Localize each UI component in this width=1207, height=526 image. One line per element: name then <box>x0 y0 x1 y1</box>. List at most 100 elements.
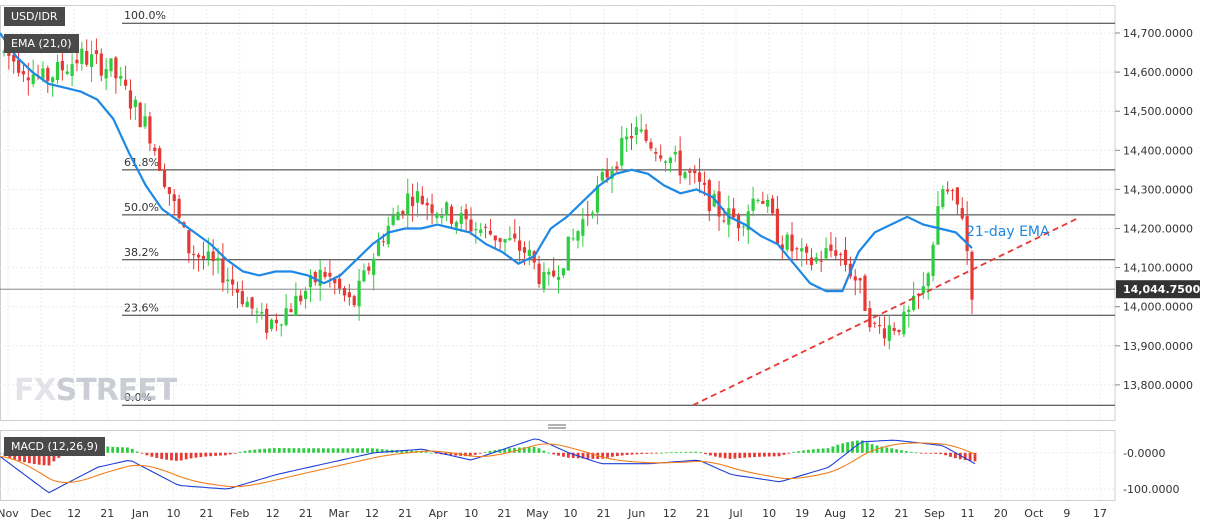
candle-body <box>868 308 872 328</box>
candle-body <box>654 151 658 154</box>
candle-body <box>663 161 668 163</box>
macd-bar <box>856 440 859 453</box>
macd-bar <box>331 448 335 453</box>
candle-body <box>912 295 916 310</box>
candle-body <box>342 288 347 296</box>
macd-bar <box>802 450 805 453</box>
candle-body <box>527 249 531 256</box>
candle-body <box>600 172 604 181</box>
candle-body <box>94 50 99 55</box>
y-tick-label: 14,600.0000 <box>1123 66 1193 79</box>
candle-body <box>60 60 64 71</box>
macd-bar <box>601 452 605 459</box>
macd-bar <box>660 452 663 454</box>
macd-bar <box>184 452 188 460</box>
symbol-label: USD/IDR <box>4 7 65 26</box>
candle-body <box>55 61 60 80</box>
macd-bar <box>591 452 595 459</box>
macd-bar <box>170 452 173 461</box>
macd-bar <box>135 451 139 453</box>
candle-body <box>265 308 269 333</box>
macd-bar <box>777 452 781 457</box>
y-tick-label: 14,100.0000 <box>1123 262 1193 275</box>
candle-body <box>839 253 843 255</box>
macd-bar <box>816 448 820 453</box>
macd-bar <box>272 448 276 453</box>
macd-bar <box>846 442 850 453</box>
macd-bar <box>209 452 213 457</box>
candle-body <box>80 48 84 64</box>
x-tick-label: 21 <box>100 507 114 520</box>
candle-body <box>138 102 142 128</box>
candle-body <box>119 76 123 79</box>
macd-bar <box>302 448 306 453</box>
macd-bar <box>375 448 379 453</box>
candle-body <box>892 327 896 332</box>
candle-body <box>201 255 206 260</box>
candle-body <box>299 295 303 302</box>
macd-bar <box>860 440 864 453</box>
candle-body <box>435 213 439 219</box>
macd-bar <box>223 452 227 456</box>
candle-body <box>12 54 16 62</box>
candle-body <box>226 279 230 282</box>
candle-body <box>352 296 356 306</box>
macd-bar <box>361 448 364 453</box>
macd-bar <box>640 452 644 455</box>
macd-bar <box>513 447 516 453</box>
candle-body <box>104 68 108 79</box>
fibonacci-label: 38.2% <box>124 246 159 259</box>
y-tick-label: 14,000.0000 <box>1123 301 1193 314</box>
macd-bar <box>13 452 17 460</box>
macd-bar <box>488 450 492 453</box>
candle-body <box>770 198 775 214</box>
candle-body <box>46 67 50 81</box>
candle-body <box>897 329 901 333</box>
candle-body <box>425 202 429 206</box>
candle-body <box>586 214 590 216</box>
macd-bar <box>321 448 325 453</box>
macd-bar <box>243 450 247 453</box>
candle-body <box>644 129 648 141</box>
candle-body <box>688 170 692 173</box>
macd-bar <box>189 452 193 459</box>
macd-bar <box>753 452 756 458</box>
candle-body <box>440 215 444 218</box>
x-tick-label: Sep <box>924 507 945 520</box>
macd-bar <box>429 452 433 454</box>
macd-bar <box>312 448 315 453</box>
candle-body <box>678 150 682 176</box>
candle-body <box>153 147 157 152</box>
candle-body <box>26 77 30 81</box>
ema-21-line <box>0 32 973 293</box>
macd-bar <box>219 452 222 456</box>
candle-body <box>493 235 497 241</box>
candle-body <box>595 185 600 213</box>
macd-bar <box>356 448 360 453</box>
macd-bar <box>625 452 629 455</box>
candle-body <box>693 170 697 174</box>
macd-bar <box>145 452 149 456</box>
macd-bar <box>23 452 26 463</box>
ema-indicator-label: EMA (21,0) <box>4 34 79 53</box>
macd-bar <box>870 444 874 453</box>
candle-body <box>172 194 176 202</box>
candle-body <box>323 271 327 277</box>
candle-body <box>143 116 147 127</box>
macd-bar <box>140 452 144 454</box>
macd-bar <box>723 452 727 459</box>
candle-body <box>873 322 877 324</box>
macd-bar <box>713 452 717 457</box>
macd-bar <box>743 452 747 458</box>
candle-body <box>887 325 891 341</box>
x-tick-label: 17 <box>1093 507 1107 520</box>
candle-body <box>809 257 814 266</box>
y-tick-label: 14,700.0000 <box>1123 27 1193 40</box>
candle-body <box>260 312 264 314</box>
macd-bar <box>150 452 154 457</box>
fibonacci-label: 61.8% <box>124 156 159 169</box>
macd-bar <box>684 451 688 453</box>
candle-body <box>114 57 118 79</box>
candle-body <box>406 193 410 215</box>
candle-body <box>916 293 921 296</box>
